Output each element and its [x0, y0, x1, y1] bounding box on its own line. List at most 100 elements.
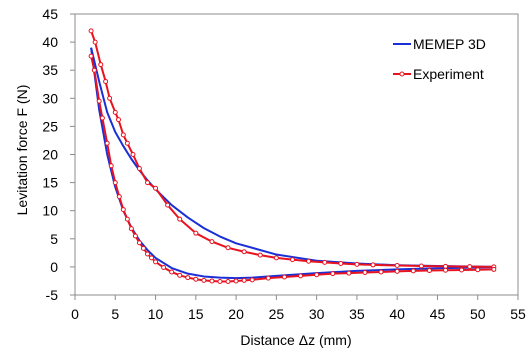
x-tick-label: 45: [430, 306, 446, 322]
data-point: [116, 194, 122, 200]
data-point: [265, 275, 271, 281]
data-point: [418, 263, 424, 269]
x-axis-ticks: 0 5 10 15 20 25 30 35 40 45 50 55: [71, 295, 526, 322]
data-point: [410, 268, 416, 274]
series-layer: [88, 28, 497, 285]
data-point: [322, 259, 328, 265]
data-point: [115, 117, 121, 123]
data-point: [225, 245, 231, 251]
data-point: [338, 261, 344, 267]
data-point: [99, 115, 105, 121]
y-axis-title: Levitation force F (N): [14, 85, 30, 216]
data-point: [209, 239, 215, 245]
x-tick-label: 50: [470, 306, 486, 322]
data-point: [378, 269, 384, 275]
data-point: [130, 152, 136, 157]
data-point: [132, 233, 138, 239]
x-tick-label: 25: [269, 306, 285, 322]
data-point: [443, 263, 449, 269]
data-point: [193, 230, 199, 236]
data-point: [193, 276, 199, 282]
legend: MEMEP 3D Experiment: [393, 36, 486, 82]
data-point: [475, 267, 481, 273]
x-tick-label: 0: [71, 306, 79, 322]
data-point: [104, 140, 110, 146]
data-point: [225, 279, 231, 285]
data-point: [124, 140, 130, 146]
data-point: [209, 278, 215, 284]
data-point: [88, 28, 94, 34]
data-point: [107, 95, 113, 101]
y-tick-label: 0: [50, 259, 58, 275]
data-point: [120, 132, 126, 138]
data-point: [289, 257, 295, 263]
data-point: [128, 226, 134, 232]
y-tick-label: -5: [46, 287, 59, 303]
data-point: [103, 78, 109, 84]
data-point: [140, 245, 146, 251]
data-point: [314, 272, 320, 278]
data-point: [169, 269, 175, 275]
y-tick-label: 45: [42, 6, 58, 22]
data-point: [112, 109, 118, 115]
data-point: [120, 207, 126, 213]
data-point: [92, 39, 98, 45]
plot-border: [74, 13, 519, 296]
x-axis-title: Distance Δz (mm): [240, 332, 351, 348]
data-point: [165, 202, 171, 208]
data-point: [241, 277, 247, 283]
data-point: [273, 255, 279, 261]
series-memep-3d: [90, 47, 494, 280]
y-tick-label: 5: [50, 231, 58, 247]
data-point: [201, 277, 207, 283]
data-point: [153, 185, 159, 191]
data-point: [443, 267, 449, 273]
data-point: [370, 262, 376, 268]
data-point: [362, 270, 368, 276]
y-tick-label: 40: [42, 34, 58, 50]
data-point: [149, 255, 155, 261]
x-tick-label: 20: [228, 306, 244, 322]
data-point: [177, 216, 183, 222]
data-point: [88, 53, 94, 59]
y-tick-label: 10: [42, 203, 58, 219]
data-point: [330, 271, 336, 277]
data-point: [91, 67, 97, 73]
data-point: [185, 275, 191, 281]
data-point: [144, 180, 150, 186]
series-line: [90, 55, 494, 283]
data-point: [153, 259, 159, 265]
legend-label-memep: MEMEP 3D: [413, 36, 486, 52]
data-point: [491, 266, 497, 272]
data-point: [459, 267, 465, 273]
data-point: [249, 277, 255, 283]
data-point: [467, 264, 473, 270]
y-tick-label: 35: [42, 62, 58, 78]
data-point: [144, 251, 150, 257]
y-tick-label: 30: [42, 90, 58, 106]
data-point: [241, 249, 247, 255]
data-point: [96, 98, 102, 104]
data-point: [346, 270, 352, 276]
data-point: [354, 261, 360, 267]
plot-area: [74, 13, 519, 296]
data-point: [136, 240, 142, 246]
data-point: [394, 268, 400, 274]
data-point: [177, 272, 183, 278]
series-experiment: [88, 28, 497, 285]
x-tick-label: 5: [111, 306, 119, 322]
x-tick-label: 35: [349, 306, 365, 322]
y-tick-label: 20: [42, 147, 58, 163]
legend-marker-experiment: [399, 71, 405, 77]
data-point: [108, 163, 114, 169]
data-point: [298, 273, 304, 279]
data-point: [124, 216, 130, 222]
data-point: [161, 264, 167, 270]
data-point: [98, 62, 104, 68]
data-point: [426, 268, 432, 274]
y-axis-ticks: -5 0 5 10 15 20 25 30 35 40 45: [42, 6, 75, 303]
y-tick-label: 25: [42, 118, 58, 134]
data-point: [136, 166, 142, 172]
data-point: [306, 258, 312, 264]
